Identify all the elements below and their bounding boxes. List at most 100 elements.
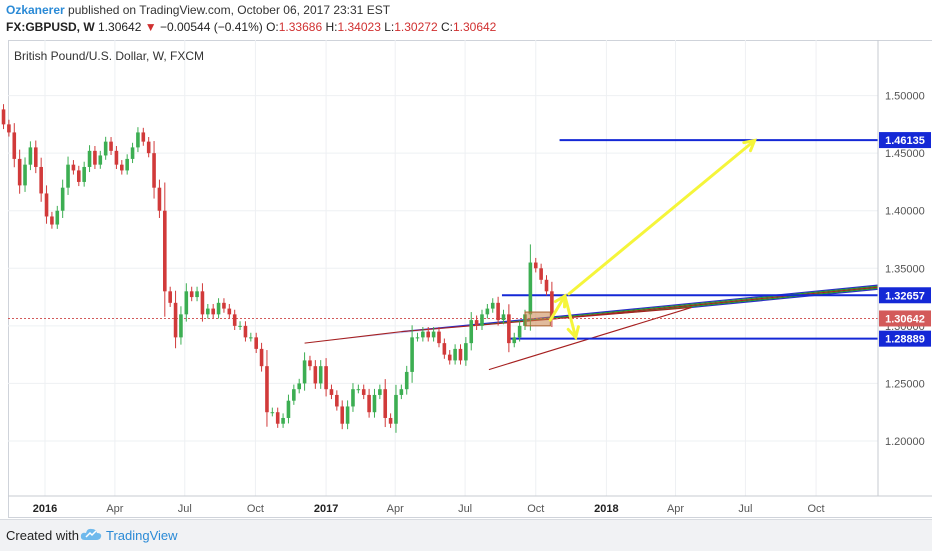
x-tick-label: Apr — [387, 503, 404, 515]
candle-body — [76, 170, 81, 182]
level-price-label-bg — [879, 132, 931, 149]
candle-body — [329, 389, 334, 395]
chart-title: British Pound/U.S. Dollar, W, FXCM — [14, 49, 204, 63]
level-price-label: 1.32657 — [885, 290, 925, 302]
candle-body — [415, 337, 420, 339]
candle-body — [12, 132, 17, 159]
pitchfork-lower-line — [691, 288, 879, 309]
y-tick-label: 1.50000 — [885, 91, 925, 103]
candle-body — [1, 109, 6, 125]
candle-body — [17, 158, 22, 186]
candle-body — [437, 331, 441, 344]
candle-body — [550, 291, 554, 319]
candle-body — [335, 394, 339, 407]
candle-body — [399, 389, 404, 395]
tradingview-link[interactable]: TradingView — [106, 528, 178, 543]
x-tick-label: Jul — [178, 503, 192, 515]
candle-body — [490, 302, 495, 309]
candle-body — [50, 216, 54, 225]
level-price-label: 1.28889 — [885, 334, 925, 346]
x-tick-label: 2016 — [33, 503, 57, 515]
candle-body — [146, 141, 151, 154]
candle-body — [163, 210, 167, 292]
symbol: FX:GBPUSD, W — [6, 20, 95, 34]
candle-body — [367, 394, 371, 413]
pitchfork-handle-zone — [304, 325, 474, 344]
x-tick-label: Apr — [106, 503, 123, 515]
y-tick-label: 1.25000 — [885, 378, 925, 390]
symbol-line: FX:GBPUSD, W 1.30642 ▼ −0.00544 (−0.41%)… — [6, 20, 496, 34]
pitchfork-median-line — [546, 286, 879, 321]
candle-body — [297, 383, 302, 390]
open-label: O: — [266, 20, 279, 34]
candle-body — [232, 314, 237, 326]
candle-body — [184, 291, 189, 315]
author-link[interactable]: Ozkanerer — [6, 3, 65, 17]
candle-body — [404, 371, 409, 390]
candle-body — [281, 417, 285, 424]
candle-body — [87, 150, 92, 167]
candle-body — [109, 141, 113, 151]
chart-frame[interactable] — [8, 40, 932, 518]
level-price-label-bg — [879, 330, 931, 347]
candle-body — [168, 291, 172, 303]
pitchfork-inner-lower-line — [619, 287, 879, 315]
candle-body — [501, 314, 506, 321]
candle-body — [485, 308, 490, 315]
candle-body — [189, 291, 194, 298]
candle-body — [286, 400, 291, 418]
candle-body — [7, 124, 11, 133]
tradingview-cloud-icon — [80, 528, 102, 540]
candle-body — [179, 314, 183, 338]
candle-body — [98, 155, 103, 165]
candle-body — [66, 164, 70, 188]
x-tick-label: 2017 — [314, 503, 338, 515]
candle-body — [318, 366, 323, 384]
x-tick-label: Oct — [527, 503, 544, 515]
x-tick-label: Jul — [738, 503, 752, 515]
arrowhead-target — [742, 138, 758, 153]
close-value: 1.30642 — [452, 20, 497, 34]
candle-body — [361, 389, 366, 395]
high-value: 1.34023 — [337, 20, 381, 34]
candle-body — [259, 348, 264, 367]
low-label: L: — [384, 20, 395, 34]
arrowhead-down — [566, 325, 580, 341]
y-tick-label: 1.40000 — [885, 206, 925, 218]
created-with-label: Created with — [6, 528, 79, 543]
x-tick-label: Jul — [458, 503, 472, 515]
candle-body — [431, 331, 436, 338]
candle-body — [517, 325, 522, 338]
candle-body — [270, 412, 275, 414]
candle-body — [507, 314, 511, 344]
candle-body — [356, 389, 361, 391]
arrowhead-up — [553, 293, 567, 309]
candle-body — [39, 166, 43, 194]
low-value: 1.30272 — [394, 20, 438, 34]
candle-body — [33, 147, 38, 167]
candle-body — [238, 325, 242, 327]
candle-body — [469, 320, 474, 344]
down-arrow-icon: ▼ — [144, 20, 157, 34]
candle-body — [55, 210, 60, 225]
x-tick-label: Oct — [808, 503, 825, 515]
publish-line: Ozkanerer published on TradingView.com, … — [6, 3, 390, 17]
candle-body — [222, 302, 226, 309]
close-label: C: — [440, 20, 453, 34]
candle-body — [136, 132, 140, 148]
candle-body — [372, 394, 377, 413]
y-tick-label: 1.35000 — [885, 263, 925, 275]
candle-body — [275, 412, 280, 424]
candle-body — [23, 164, 27, 186]
pitchfork-handle-line — [304, 331, 402, 344]
candle-body — [464, 343, 468, 361]
candle-body — [93, 150, 97, 165]
candle-body — [130, 147, 135, 159]
candle-body — [120, 164, 124, 171]
candle-body — [421, 331, 425, 338]
candle-body — [206, 308, 210, 315]
current-price-label: 1.30642 — [885, 313, 925, 325]
candle-body — [103, 141, 108, 156]
y-tick-label: 1.45000 — [885, 148, 925, 160]
